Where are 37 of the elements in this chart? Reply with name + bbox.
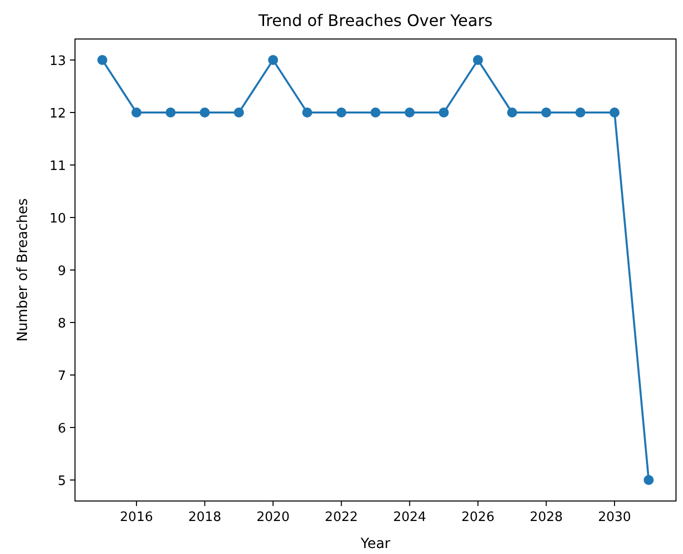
- x-tick-label: 2022: [324, 510, 358, 525]
- point: [472, 55, 483, 65]
- y-tick-label: 7: [58, 369, 66, 384]
- chart-title: Trend of Breaches Over Years: [257, 11, 493, 30]
- point: [97, 55, 108, 65]
- y-tick-label: 8: [58, 316, 66, 332]
- x-tick-label: 2020: [256, 510, 290, 525]
- y-tick-label: 9: [58, 264, 66, 279]
- y-axis-title: Number of Breaches: [15, 198, 31, 342]
- y-tick-label: 11: [49, 159, 66, 174]
- x-axis-title: Year: [360, 536, 391, 552]
- x-tick-label: 2030: [598, 510, 632, 525]
- y-tick-label: 6: [58, 422, 66, 436]
- point: [610, 108, 620, 118]
- point: [370, 108, 380, 118]
- x-tick-label: 2028: [530, 510, 563, 525]
- y-tick-label: 13: [49, 54, 66, 69]
- x-tick-label: 2018: [188, 510, 222, 525]
- point: [200, 108, 210, 118]
- point: [644, 475, 654, 485]
- point: [507, 108, 518, 118]
- point: [541, 108, 552, 118]
- x-tick-label: 2016: [120, 510, 154, 525]
- point: [575, 108, 586, 118]
- x-tick-label: 2024: [393, 510, 426, 525]
- point: [234, 108, 244, 118]
- point: [166, 108, 176, 118]
- point: [336, 108, 346, 118]
- point: [438, 108, 449, 118]
- point: [131, 108, 142, 118]
- y-tick-label: 5: [58, 474, 66, 489]
- y-tick-label: 12: [49, 106, 66, 122]
- y-tick-label: 10: [49, 212, 66, 226]
- x-tick-label: 2026: [461, 510, 494, 525]
- point: [404, 108, 415, 118]
- point: [268, 55, 278, 65]
- point: [302, 108, 312, 118]
